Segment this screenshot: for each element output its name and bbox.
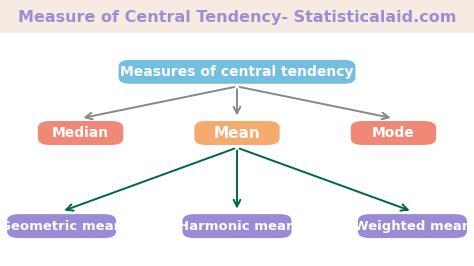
FancyBboxPatch shape — [7, 214, 116, 238]
Text: Median: Median — [52, 126, 109, 140]
FancyBboxPatch shape — [0, 0, 474, 33]
Text: Mean: Mean — [214, 126, 260, 140]
Text: Measures of central tendency: Measures of central tendency — [120, 65, 354, 79]
FancyBboxPatch shape — [38, 121, 123, 145]
FancyBboxPatch shape — [118, 60, 356, 84]
FancyBboxPatch shape — [194, 121, 280, 145]
Text: Weighted mean: Weighted mean — [354, 220, 471, 232]
Text: Mode: Mode — [372, 126, 415, 140]
Text: Geometric mean: Geometric mean — [0, 220, 123, 232]
Text: Measure of Central Tendency- Statisticalaid.com: Measure of Central Tendency- Statistical… — [18, 10, 456, 25]
FancyBboxPatch shape — [358, 214, 467, 238]
Text: Harmonic mean: Harmonic mean — [178, 220, 296, 232]
FancyBboxPatch shape — [351, 121, 436, 145]
FancyBboxPatch shape — [182, 214, 292, 238]
